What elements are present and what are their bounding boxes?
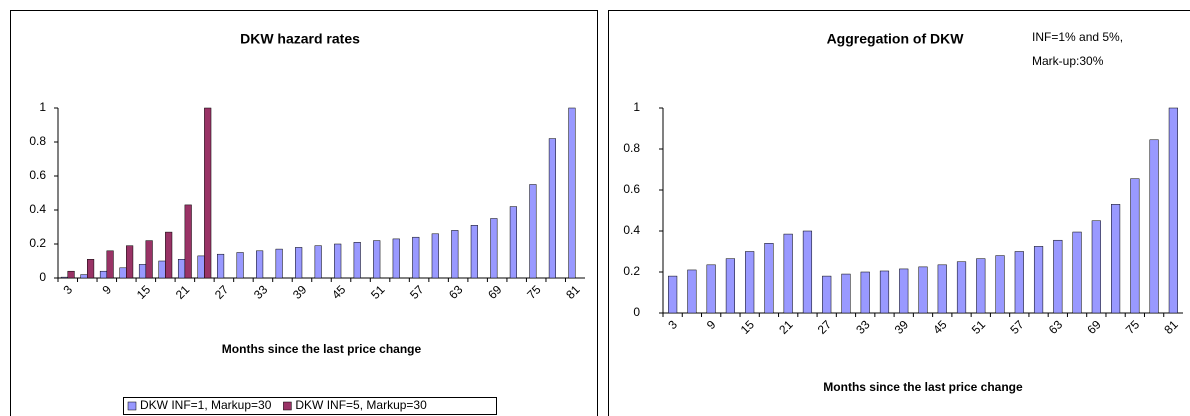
- x-axis-label: Months since the last price change: [222, 342, 422, 356]
- bar: [119, 267, 127, 279]
- legend-swatch: [127, 401, 137, 411]
- bar: [956, 261, 967, 314]
- bar: [256, 250, 264, 279]
- bar: [87, 259, 95, 279]
- bar: [745, 251, 755, 314]
- bar: [197, 255, 205, 279]
- bar: [568, 107, 576, 279]
- bar: [490, 218, 498, 279]
- bar: [1111, 204, 1121, 314]
- y-tick-label: 0.6: [623, 182, 640, 196]
- y-tick-label: 0: [633, 305, 640, 319]
- legend-label: DKW INF=5, Markup=30: [295, 398, 427, 412]
- bar: [470, 225, 478, 279]
- bar: [879, 270, 890, 314]
- bar: [99, 270, 108, 279]
- panel: [608, 10, 1190, 416]
- y-tick-label: 1: [39, 100, 46, 114]
- bar: [67, 270, 75, 279]
- bar: [509, 206, 517, 279]
- bar: [431, 233, 439, 279]
- bar: [334, 243, 342, 279]
- y-tick-label: 1: [633, 100, 640, 114]
- bar: [177, 259, 186, 279]
- bar: [918, 266, 928, 314]
- y-tick-label: 0.8: [29, 134, 46, 148]
- bar: [80, 274, 88, 279]
- bar: [184, 204, 192, 279]
- chart-title: DKW hazard rates: [240, 31, 360, 47]
- bar: [1072, 231, 1082, 314]
- bar: [412, 236, 420, 279]
- bar: [295, 247, 303, 279]
- panel: [10, 10, 598, 416]
- y-tick-label: 0.2: [29, 236, 46, 250]
- bar: [548, 138, 556, 279]
- bar: [373, 240, 381, 279]
- y-tick-label: 0.6: [29, 168, 46, 182]
- bar: [706, 264, 716, 314]
- bar: [802, 230, 813, 314]
- bar: [60, 276, 69, 279]
- bar: [353, 242, 361, 279]
- bar: [158, 260, 166, 279]
- y-tick-label: 0: [39, 270, 46, 284]
- bar: [841, 273, 851, 314]
- bar: [165, 231, 173, 279]
- legend-swatch: [283, 401, 292, 411]
- bar: [145, 240, 153, 279]
- bar: [899, 268, 909, 314]
- bar: [937, 264, 947, 314]
- y-tick-label: 0.2: [623, 264, 640, 278]
- bar: [687, 269, 697, 314]
- bar: [204, 107, 212, 279]
- bar: [451, 230, 459, 279]
- legend-box: [123, 397, 497, 415]
- annotation: INF=1% and 5%,: [1032, 30, 1123, 44]
- bar: [314, 245, 322, 279]
- bar: [1014, 251, 1024, 314]
- bar: [1168, 107, 1178, 314]
- chart-title: Aggregation of DKW: [827, 31, 965, 47]
- bar: [668, 275, 678, 314]
- bar: [217, 253, 225, 279]
- y-tick-label: 0.4: [29, 202, 46, 216]
- bar: [392, 238, 400, 279]
- bar: [126, 245, 134, 279]
- bar: [725, 258, 735, 314]
- bar: [106, 250, 114, 279]
- bar: [976, 258, 986, 314]
- bar: [995, 255, 1005, 314]
- bar: [1149, 139, 1159, 314]
- bar: [236, 252, 244, 279]
- bar: [860, 271, 870, 314]
- bar: [1033, 246, 1044, 314]
- bar: [138, 264, 147, 279]
- bar: [275, 248, 283, 279]
- bar: [1053, 239, 1063, 314]
- y-tick-label: 0.8: [623, 141, 640, 155]
- x-axis-label: Months since the last price change: [823, 380, 1023, 394]
- bar: [1091, 220, 1101, 314]
- annotation: Mark-up:30%: [1032, 54, 1104, 68]
- bar: [783, 233, 793, 314]
- bar: [529, 184, 537, 279]
- y-tick-label: 0.4: [623, 223, 640, 237]
- bar: [1130, 178, 1140, 314]
- bar: [822, 275, 832, 314]
- legend-label: DKW INF=1, Markup=30: [140, 398, 272, 412]
- bar: [764, 243, 774, 314]
